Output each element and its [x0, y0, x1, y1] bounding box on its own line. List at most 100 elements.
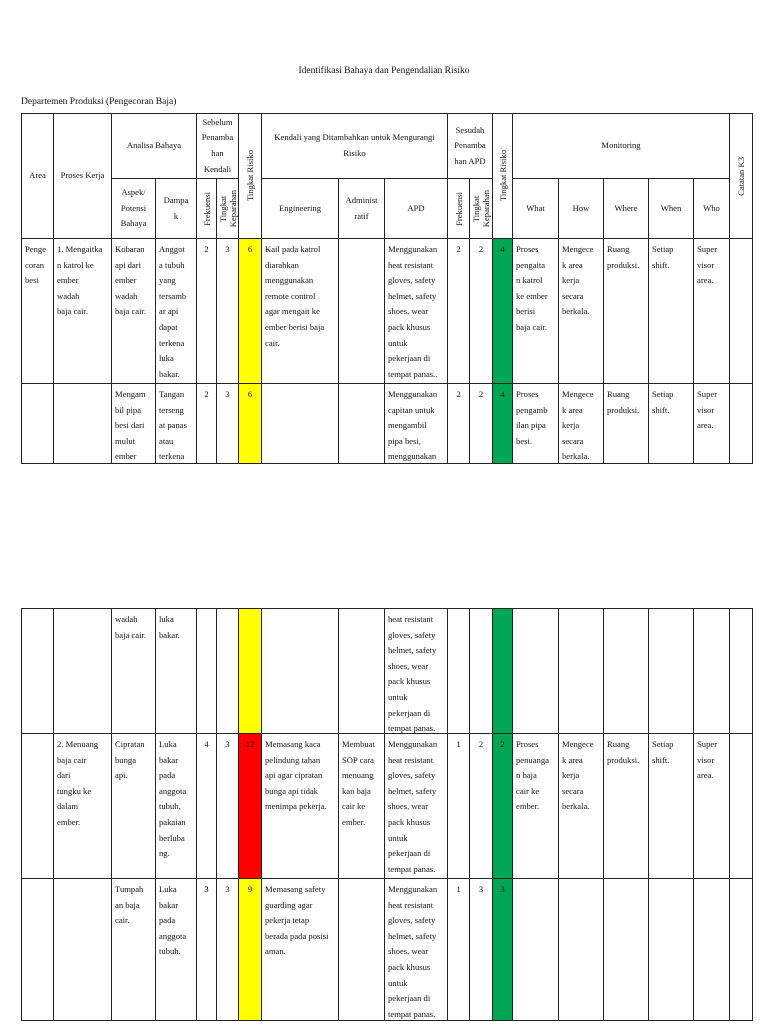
header-cell: Sebelum Penamba han Kendali: [196, 113, 239, 179]
table-cell: Super visor area.: [693, 383, 730, 464]
table-cell: [648, 608, 694, 734]
table-cell: Proses penuanga n baja cair ke ember.: [512, 733, 559, 879]
table-cell: luka bakar.: [155, 608, 197, 734]
table-cell: [21, 878, 54, 1021]
table-cell: [729, 608, 753, 734]
table-cell: Ruang produksi.: [603, 383, 649, 464]
table-cell: [447, 608, 470, 734]
table-cell: [512, 608, 559, 734]
header-cell: Tingkat Risiko: [238, 113, 262, 239]
header-cell: APD: [384, 178, 448, 239]
table-cell: [53, 878, 112, 1021]
table-cell: 1. Mengaitka n katrol ke ember wadah baj…: [53, 238, 112, 384]
risk-value: 2: [469, 238, 493, 384]
table-cell: Cipratan bunga api.: [111, 733, 156, 879]
risk-value: 2: [492, 733, 513, 879]
table-cell: Menggunakan heat resistant gloves, safet…: [384, 733, 448, 879]
header-cell: Where: [603, 178, 649, 239]
table-cell: Ruang produksi.: [603, 733, 649, 879]
table-cell: [729, 878, 753, 1021]
risk-value: 12: [238, 733, 262, 879]
table-cell: [261, 608, 339, 734]
table-cell: Luka bakar pada anggota tubuh.: [155, 878, 197, 1021]
table-cell: Ruang produksi.: [603, 238, 649, 384]
table-cell: [21, 733, 54, 879]
table-cell: [216, 608, 239, 734]
header-text: Frekuensi: [453, 191, 464, 226]
table-cell: Setiap shift.: [648, 238, 694, 384]
header-cell: Frekuensi: [447, 178, 470, 239]
table-cell: [693, 608, 730, 734]
risk-value: 6: [238, 383, 262, 464]
risk-value: 2: [447, 238, 470, 384]
table-cell: Kobaran api dari ember wadah baja cair.: [111, 238, 156, 384]
header-cell: Tingkat Keparahan: [469, 178, 493, 239]
table-cell: [196, 608, 217, 734]
header-cell: Proses Kerja: [53, 113, 112, 239]
table-cell: Super visor area.: [693, 733, 730, 879]
risk-value: 3: [196, 878, 217, 1021]
header-cell: Area: [21, 113, 54, 239]
risk-value: 4: [196, 733, 217, 879]
table-cell: Memasang safety guarding agar pekerja te…: [261, 878, 339, 1021]
risk-value: 3: [469, 878, 493, 1021]
header-cell: Tingkat Keparahan: [216, 178, 239, 239]
table-cell: Tumpah an baja cair.: [111, 878, 156, 1021]
table-cell: Anggot a tubuh yang tersamb ar api dapat…: [155, 238, 197, 384]
table-cell: [261, 383, 339, 464]
table-cell: [603, 608, 649, 734]
table-cell: Mengece k area kerja secara berkala.: [558, 733, 604, 879]
table-cell: Proses pengaita n katrol ke ember berisi…: [512, 238, 559, 384]
risk-value: 2: [196, 383, 217, 464]
header-cell: Who: [693, 178, 730, 239]
table-cell: Kail pada katrol diarahkan menggunakan r…: [261, 238, 339, 384]
header-cell: How: [558, 178, 604, 239]
header-text: Tingkat Keparahan: [471, 189, 491, 228]
table-cell: Memasang kaca pelindung tahan api agar c…: [261, 733, 339, 879]
risk-value: 1: [447, 733, 470, 879]
table-cell: [558, 878, 604, 1021]
risk-value: 3: [216, 238, 239, 384]
table-cell: 2. Menuang baja cair dari tungku ke dala…: [53, 733, 112, 879]
table-cell: Penge coran besi: [21, 238, 54, 384]
header-cell: Frekuensi: [196, 178, 217, 239]
risk-value: 2: [469, 383, 493, 464]
table-cell: [492, 608, 513, 734]
table-cell: [603, 878, 649, 1021]
table-cell: Mengece k area kerja secara berkala.: [558, 383, 604, 464]
header-cell: Tingkat Risiko: [492, 113, 513, 239]
table-cell: [21, 608, 54, 734]
risk-value: 4: [492, 238, 513, 384]
risk-value: 9: [238, 878, 262, 1021]
header-cell: Administ ratif: [338, 178, 385, 239]
header-cell: Kendali yang Ditambahkan untuk Mengurang…: [261, 113, 448, 179]
risk-value: 3: [216, 383, 239, 464]
header-text: Tingkat Risiko: [497, 150, 508, 202]
table-cell: Menggunakan heat resistant gloves, safet…: [384, 878, 448, 1021]
table-cell: [729, 733, 753, 879]
header-text: Tingkat Risiko: [245, 150, 255, 202]
table-cell: Menggunakan heat resistant gloves, safet…: [384, 238, 448, 384]
risk-value: 2: [447, 383, 470, 464]
risk-value: 2: [196, 238, 217, 384]
table-cell: Tangan terseng at panas atau terkena: [155, 383, 197, 464]
header-cell: Sesudah Penamba han APD: [447, 113, 493, 179]
risk-value: 4: [492, 383, 513, 464]
table-cell: wadah baja cair.: [111, 608, 156, 734]
risk-value: 3: [216, 878, 239, 1021]
table-cell: [338, 238, 385, 384]
header-cell: When: [648, 178, 694, 239]
header-cell: Engineering: [261, 178, 339, 239]
risk-value: 2: [469, 733, 493, 879]
table-cell: [729, 238, 753, 384]
table-cell: Menggunakan capitan untuk mengambil pipa…: [384, 383, 448, 464]
table-cell: [469, 608, 493, 734]
header-cell: What: [512, 178, 559, 239]
table-cell: Mengece k area kerja secara berkala.: [558, 238, 604, 384]
table-cell: [693, 878, 730, 1021]
table-cell: [729, 383, 753, 464]
table-cell: Proses pengamb ilan pipa besi.: [512, 383, 559, 464]
risk-value: 1: [447, 878, 470, 1021]
table-cell: heat resistant gloves, safety helmet, sa…: [384, 608, 448, 734]
